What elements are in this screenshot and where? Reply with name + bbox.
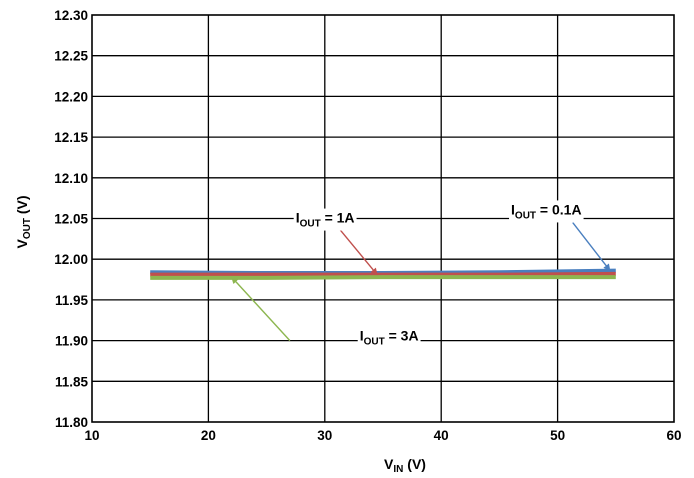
annotation-label-a1: IOUT = 1A — [296, 210, 355, 230]
annotation-post: = 0.1A — [536, 201, 582, 217]
annotation-bg-a01 — [509, 200, 584, 223]
y-tick-label: 12.30 — [54, 8, 88, 23]
y-tick-label: 11.95 — [55, 293, 89, 308]
y-tick-label: 12.00 — [54, 252, 88, 267]
annotation-post: = 3A — [385, 328, 419, 344]
y-tick-labels: 11.80 11.85 11.90 11.95 12.00 12.05 12.10 12.15… — [54, 8, 88, 430]
y-axis-label-main: V — [14, 239, 30, 249]
plot-frame — [91, 14, 675, 423]
y-tick-label: 11.85 — [55, 374, 89, 389]
series-line-s3 — [150, 275, 616, 280]
annotation-pre: I — [296, 210, 300, 226]
y-tick-label: 12.20 — [54, 89, 88, 104]
y-tick-label: 12.25 — [54, 49, 88, 64]
annotation-bg-a3 — [357, 326, 421, 349]
y-tick-label: 12.15 — [54, 130, 88, 145]
annotation-bg-a1 — [293, 208, 357, 231]
annotation-post: = 1A — [321, 210, 355, 226]
plot-border — [91, 14, 675, 423]
x-tick-label: 10 — [84, 428, 99, 443]
x-axis-label-sub: IN — [393, 464, 403, 475]
x-axis-label-unit: (V) — [403, 456, 426, 472]
y-axis-label-unit: (V) — [14, 195, 30, 218]
x-tick-label: 20 — [201, 428, 216, 443]
y-axis-label-sub: OUT — [22, 218, 33, 239]
grid-lines — [92, 15, 674, 422]
x-tick-labels: 10 20 30 40 50 60 — [84, 428, 681, 443]
annotation-label-a01: IOUT = 0.1A — [511, 201, 582, 221]
x-tick-label: 60 — [666, 428, 681, 443]
annotation-pre: I — [360, 328, 364, 344]
x-tick-label: 30 — [317, 428, 332, 443]
annotation-label-a3: IOUT = 3A — [360, 328, 419, 348]
x-tick-label: 50 — [550, 428, 565, 443]
y-tick-label: 12.05 — [54, 212, 88, 227]
data-series — [150, 268, 616, 280]
annotation-arrow-a1 — [333, 222, 378, 276]
annotation-arrow-a3 — [231, 276, 291, 342]
y-tick-label: 11.90 — [55, 334, 88, 349]
annotation-arrow-a01 — [572, 222, 611, 272]
x-axis-label-main: V — [384, 456, 394, 472]
y-tick-label: 12.10 — [54, 171, 88, 186]
annotation-sub: OUT — [364, 337, 385, 348]
y-tick-label: 11.80 — [55, 415, 88, 430]
series-line-s1 — [150, 271, 616, 277]
y-axis-label: VOUT (V) — [14, 195, 33, 248]
annotation-pre: I — [511, 201, 515, 217]
annotation-sub: OUT — [515, 210, 536, 221]
x-axis-label: VIN (V) — [384, 456, 426, 475]
annotation-sub: OUT — [300, 219, 321, 230]
x-tick-label: 40 — [434, 428, 449, 443]
